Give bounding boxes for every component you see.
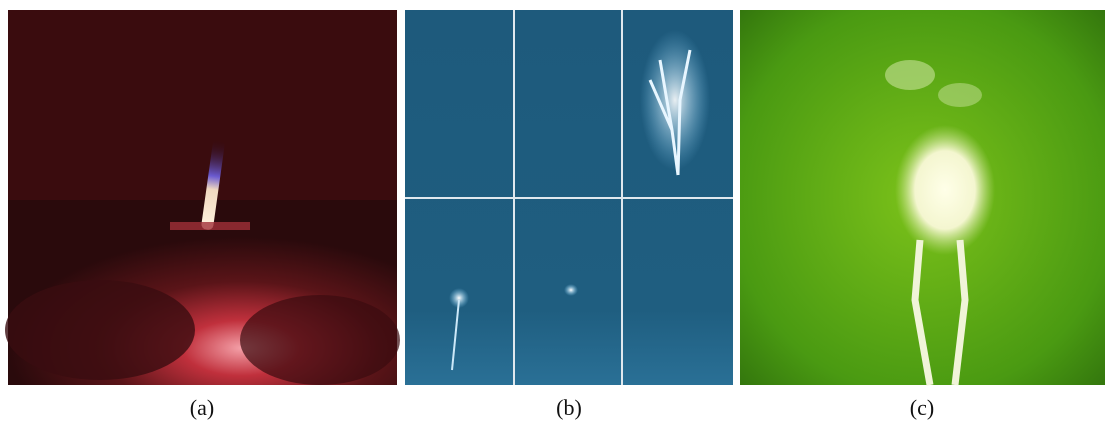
figure: (a) (b) (c) — [0, 0, 1113, 430]
photo-c — [740, 10, 1105, 385]
caption: (a) — [190, 395, 214, 420]
photo-a — [5, 10, 400, 385]
caption: (c) — [910, 395, 934, 420]
caption: (b) — [556, 395, 582, 420]
photo-b — [405, 10, 733, 385]
